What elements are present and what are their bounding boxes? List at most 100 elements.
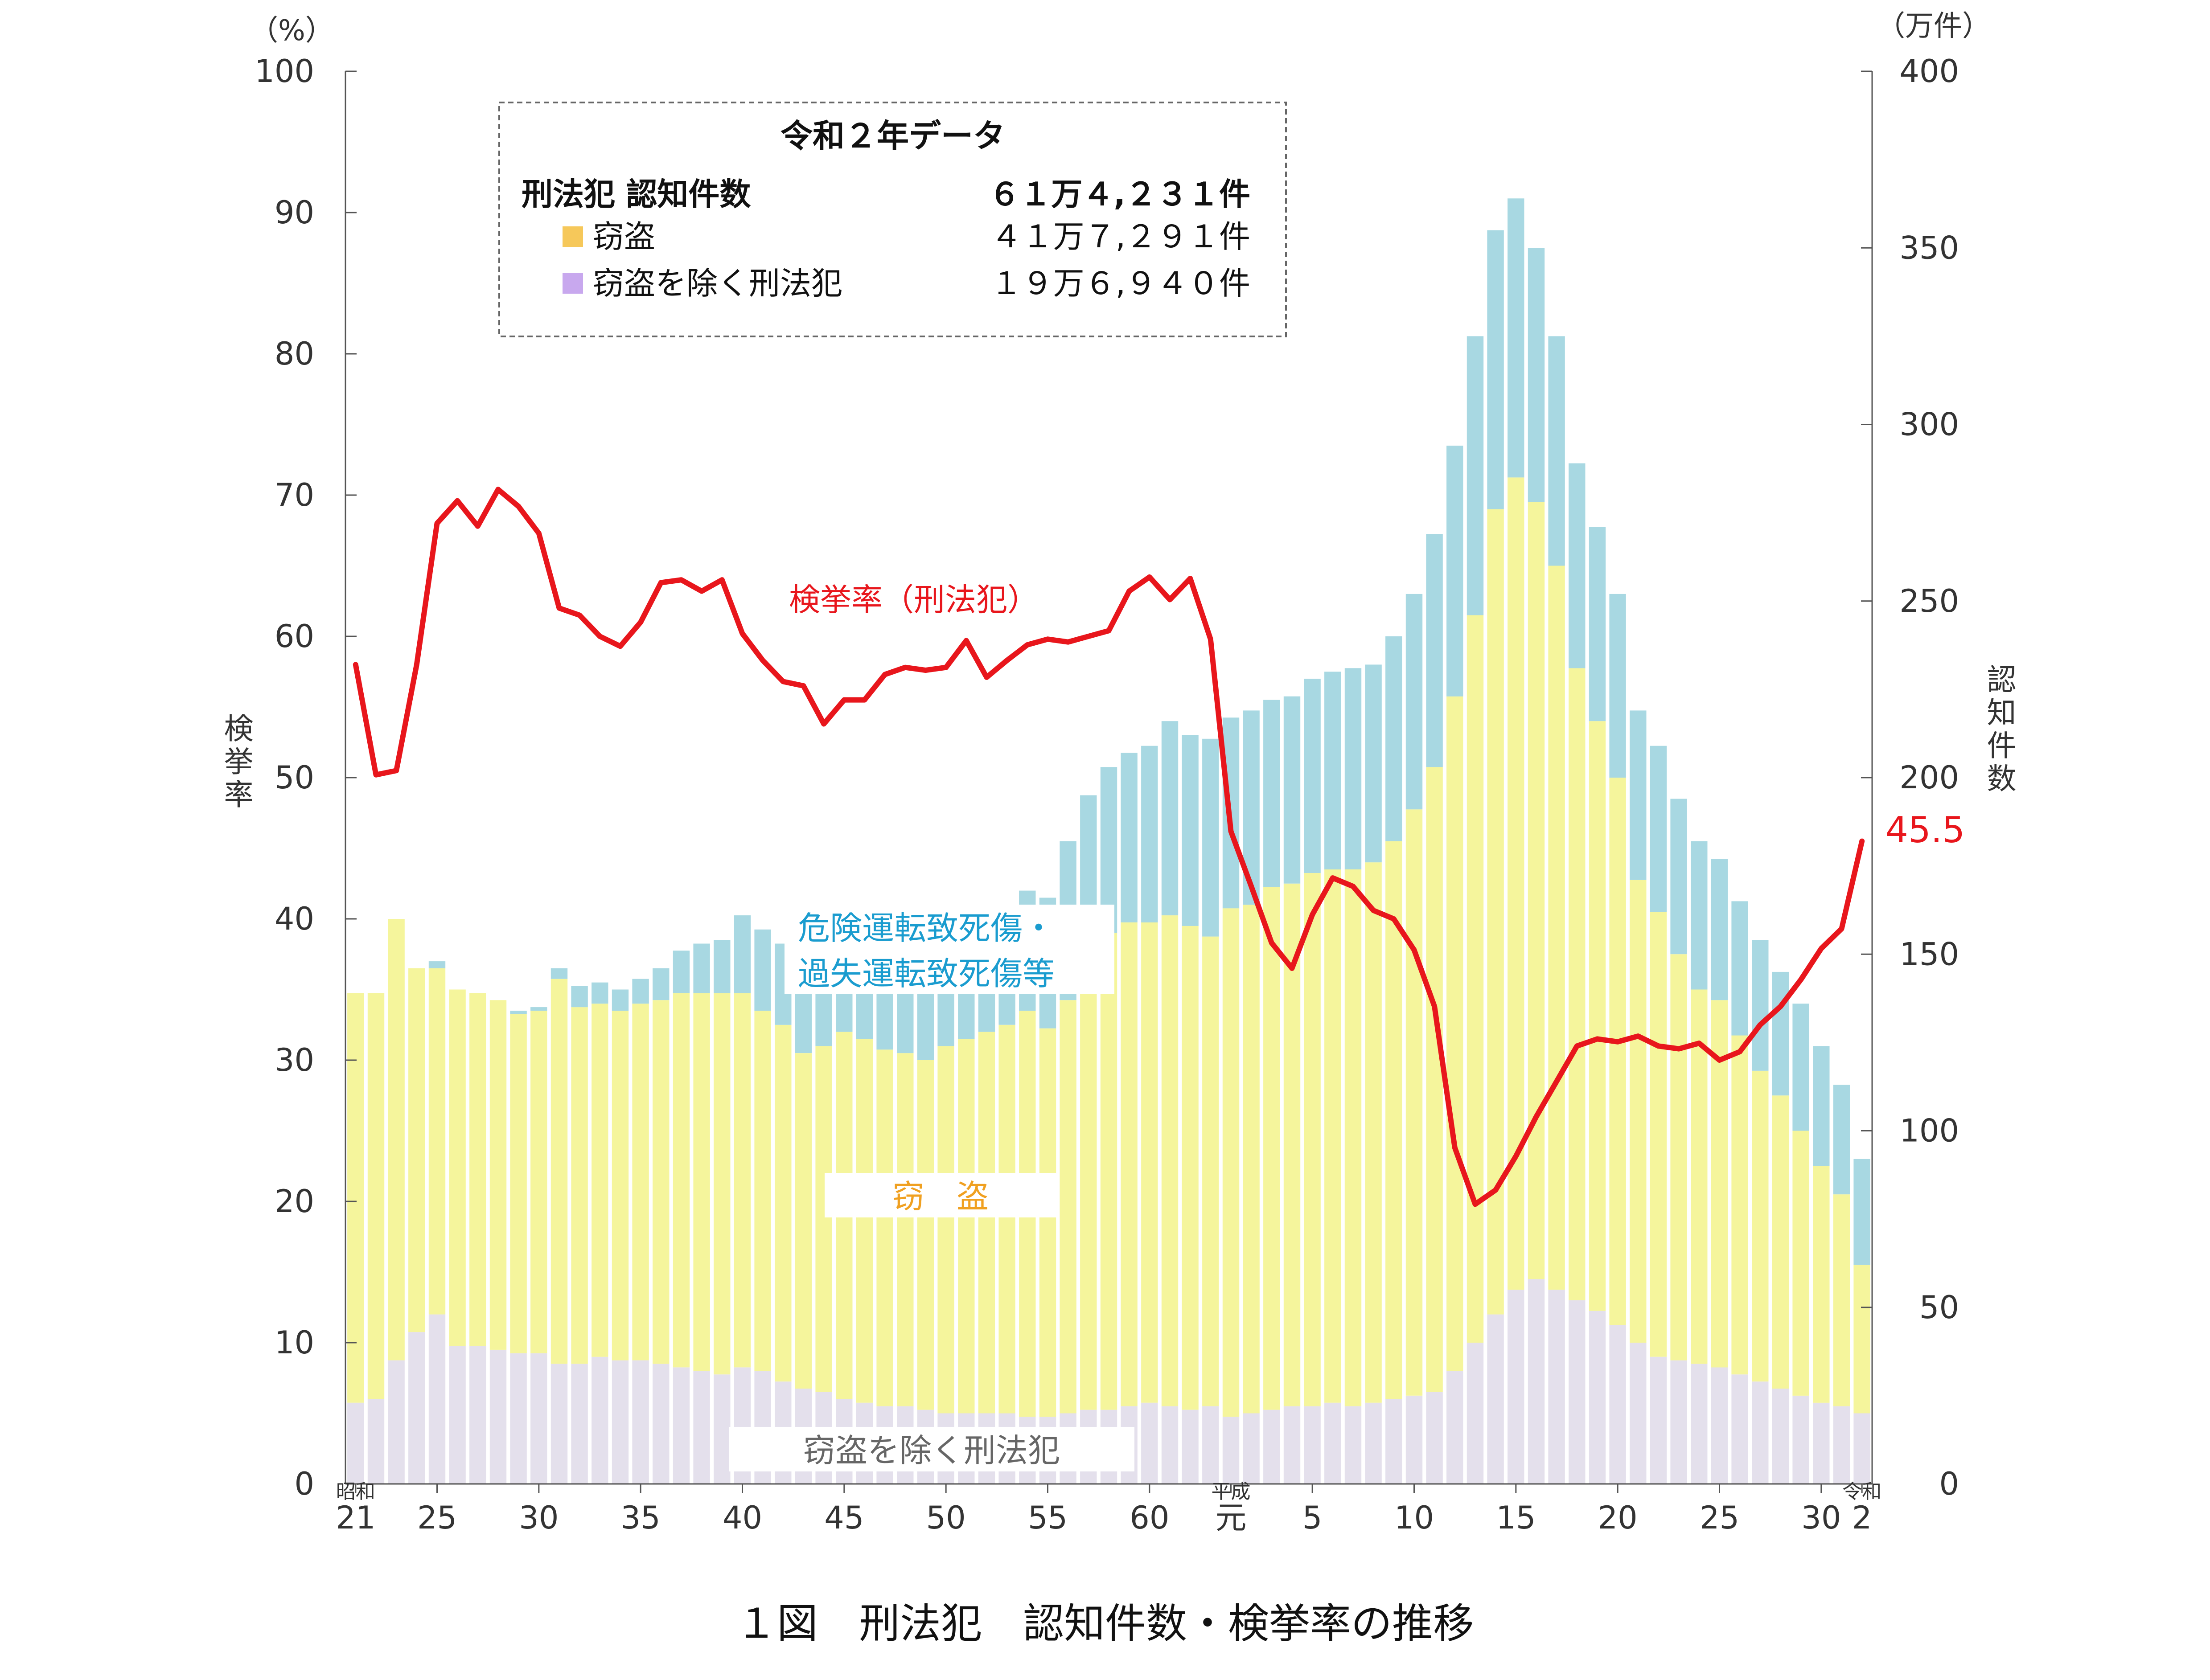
- bar-theft: [632, 1004, 649, 1360]
- right-tick-label: 300: [1899, 406, 1959, 443]
- infobox-row-theft-label: 窃盗: [593, 218, 655, 255]
- bar-traffic: [1630, 710, 1647, 880]
- bar-traffic: [1182, 735, 1199, 926]
- traffic-label-line1: 危険運転致死傷・: [798, 910, 1055, 947]
- bar-nontheft: [1385, 1399, 1402, 1484]
- bar-traffic: [1508, 198, 1524, 478]
- bar-theft: [469, 993, 486, 1346]
- bar-traffic: [632, 979, 649, 1004]
- bar-traffic: [1650, 746, 1667, 912]
- bar-nontheft: [1670, 1360, 1687, 1484]
- bar-theft: [815, 1046, 832, 1392]
- bar-nontheft: [1304, 1406, 1321, 1484]
- bar-traffic: [1792, 1004, 1809, 1131]
- bar-nontheft: [550, 1364, 568, 1484]
- bar-theft: [958, 1039, 975, 1414]
- bar-theft: [1222, 908, 1240, 1417]
- x-era-label: 昭和: [336, 1480, 375, 1503]
- bar-nontheft: [1487, 1314, 1504, 1484]
- right-tick-label: 350: [1899, 229, 1959, 266]
- right-tick-label: 250: [1899, 583, 1959, 619]
- bar-traffic: [1263, 700, 1280, 887]
- traffic-label-line2: 過失運転致死傷等: [798, 955, 1055, 992]
- bar-theft: [1039, 1028, 1056, 1417]
- bar-nontheft: [693, 1371, 710, 1484]
- bar-nontheft: [1446, 1371, 1463, 1484]
- bar-traffic: [1833, 1085, 1850, 1195]
- bar-traffic: [693, 943, 710, 993]
- bar-traffic: [1548, 336, 1565, 566]
- bar-traffic: [1283, 696, 1301, 884]
- bar-theft: [1344, 869, 1362, 1406]
- bar-nontheft: [1792, 1395, 1809, 1484]
- bar-nontheft: [1202, 1406, 1219, 1484]
- bar-theft: [1263, 887, 1280, 1410]
- bar-theft: [1833, 1194, 1850, 1406]
- bar-theft: [775, 1024, 792, 1382]
- right-tick-label: 50: [1919, 1289, 1959, 1326]
- theft-label: 窃 盗: [892, 1178, 989, 1215]
- bar-theft: [1670, 954, 1687, 1360]
- bar-nontheft: [1141, 1402, 1158, 1484]
- bar-nontheft: [1528, 1279, 1545, 1484]
- infobox-title: 令和２年データ: [780, 117, 1005, 155]
- bar-traffic: [571, 986, 588, 1008]
- legend-theft-marker: [563, 226, 583, 247]
- bar-theft: [1792, 1131, 1809, 1396]
- bar-nontheft: [1243, 1413, 1260, 1484]
- bar-traffic: [510, 1011, 527, 1014]
- bar-nontheft: [1813, 1402, 1830, 1484]
- bar-theft: [388, 919, 405, 1360]
- bar-traffic: [1141, 746, 1158, 922]
- bar-theft: [1630, 880, 1647, 1343]
- bar-theft: [1609, 778, 1626, 1325]
- bar-theft: [1182, 926, 1199, 1410]
- bar-traffic: [1405, 594, 1423, 810]
- bar-nontheft: [673, 1367, 690, 1484]
- bar-traffic: [550, 968, 568, 979]
- bar-theft: [489, 1000, 507, 1350]
- bar-theft: [1752, 1070, 1769, 1382]
- bar-theft: [754, 1011, 771, 1371]
- rate-line: [353, 487, 1865, 1207]
- bar-traffic: [754, 929, 771, 1011]
- bar-theft: [714, 993, 731, 1375]
- bar-theft: [428, 968, 446, 1315]
- bar-traffic: [1752, 940, 1769, 1071]
- x-tick-label: 15: [1496, 1500, 1536, 1536]
- x-tick-label: 25: [1700, 1500, 1739, 1536]
- x-tick-label: 20: [1598, 1500, 1638, 1536]
- bar-theft: [449, 989, 466, 1346]
- bar-nontheft: [632, 1360, 649, 1484]
- bar-traffic: [1711, 859, 1728, 1000]
- bar-theft: [1813, 1166, 1830, 1403]
- bar-theft: [1650, 912, 1667, 1357]
- bar-theft: [530, 1011, 547, 1353]
- bar-nontheft: [1508, 1290, 1524, 1484]
- bar-theft: [1304, 873, 1321, 1406]
- bar-traffic: [1446, 446, 1463, 697]
- left-tick-label: 50: [275, 759, 314, 796]
- infobox-row-total-value: ６１万４,２３１件: [989, 176, 1250, 213]
- right-axis-unit: （万件）: [1877, 10, 1991, 43]
- bar-nontheft: [1548, 1290, 1565, 1484]
- bar-traffic: [1385, 636, 1402, 841]
- bar-theft: [1772, 1095, 1789, 1389]
- bar-theft: [693, 993, 710, 1371]
- bar-traffic: [1609, 594, 1626, 778]
- bar-nontheft: [1182, 1410, 1199, 1484]
- bar-theft: [734, 993, 751, 1368]
- bar-theft: [367, 993, 385, 1399]
- left-tick-label: 0: [294, 1466, 314, 1502]
- infobox-row-total-label: 刑法犯 認知件数: [522, 176, 751, 213]
- x-tick-label: 30: [1801, 1500, 1841, 1536]
- bar-nontheft: [1650, 1356, 1667, 1484]
- bar-theft: [937, 1046, 954, 1414]
- bar-theft: [795, 1053, 812, 1389]
- bar-theft: [978, 1032, 995, 1414]
- x-tick-label: 25: [417, 1500, 457, 1536]
- bar-nontheft: [1731, 1374, 1748, 1484]
- bar-theft: [1589, 721, 1606, 1311]
- x-tick-label: 60: [1130, 1500, 1169, 1536]
- bar-theft: [1161, 915, 1179, 1406]
